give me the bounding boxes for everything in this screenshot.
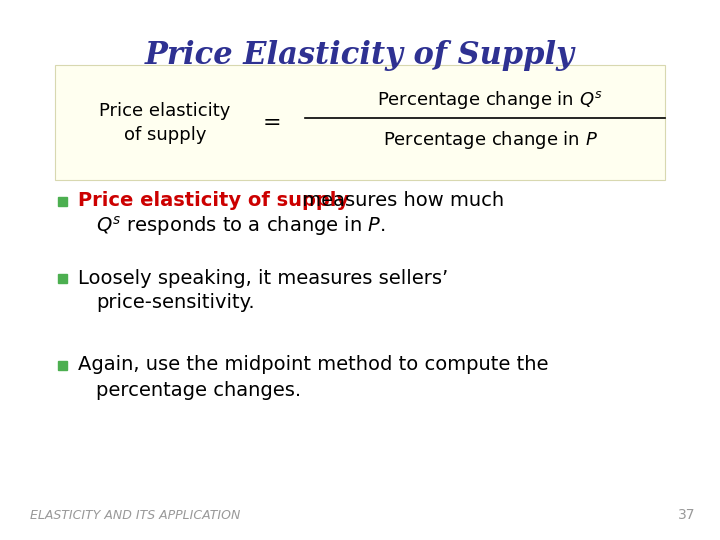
Bar	[58, 274, 67, 283]
Text: Percentage change in $\mathit{Q^s}$: Percentage change in $\mathit{Q^s}$	[377, 89, 603, 111]
Text: percentage changes.: percentage changes.	[96, 381, 301, 400]
Text: Price elasticity of supply: Price elasticity of supply	[78, 192, 349, 211]
Text: ELASTICITY AND ITS APPLICATION: ELASTICITY AND ITS APPLICATION	[30, 509, 240, 522]
Text: 37: 37	[678, 508, 695, 522]
Bar	[58, 361, 67, 370]
Text: price-sensitivity.: price-sensitivity.	[96, 294, 255, 313]
Text: $\mathit{Q^s}$ responds to a change in $\mathit{P}$.: $\mathit{Q^s}$ responds to a change in $…	[96, 214, 386, 238]
Text: Loosely speaking, it measures sellers’: Loosely speaking, it measures sellers’	[78, 268, 449, 287]
Text: Percentage change in $\mathit{P}$: Percentage change in $\mathit{P}$	[382, 129, 598, 151]
Text: Again, use the midpoint method to compute the: Again, use the midpoint method to comput…	[78, 355, 549, 375]
FancyBboxPatch shape	[55, 65, 665, 180]
Text: Price elasticity
of supply: Price elasticity of supply	[99, 102, 230, 145]
Text: =: =	[263, 113, 282, 133]
Text: measures how much: measures how much	[296, 192, 504, 211]
Bar	[58, 197, 67, 206]
Text: Price Elasticity of Supply: Price Elasticity of Supply	[145, 40, 575, 71]
